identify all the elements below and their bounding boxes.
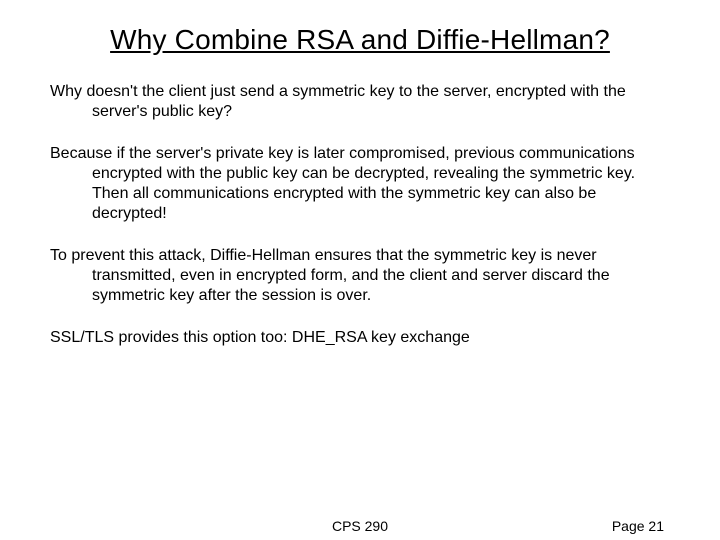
footer-page-number: Page 21 [612,518,664,534]
paragraph-4: SSL/TLS provides this option too: DHE_RS… [50,328,670,348]
slide: Why Combine RSA and Diffie-Hellman? Why … [0,0,720,540]
paragraph-3: To prevent this attack, Diffie-Hellman e… [50,246,670,306]
paragraph-1: Why doesn't the client just send a symme… [50,82,670,122]
paragraph-3-text: To prevent this attack, Diffie-Hellman e… [50,246,670,306]
paragraph-4-text: SSL/TLS provides this option too: DHE_RS… [50,328,670,348]
paragraph-2: Because if the server's private key is l… [50,144,670,224]
slide-title: Why Combine RSA and Diffie-Hellman? [50,24,670,56]
paragraph-1-text: Why doesn't the client just send a symme… [50,82,670,122]
paragraph-2-text: Because if the server's private key is l… [50,144,670,224]
